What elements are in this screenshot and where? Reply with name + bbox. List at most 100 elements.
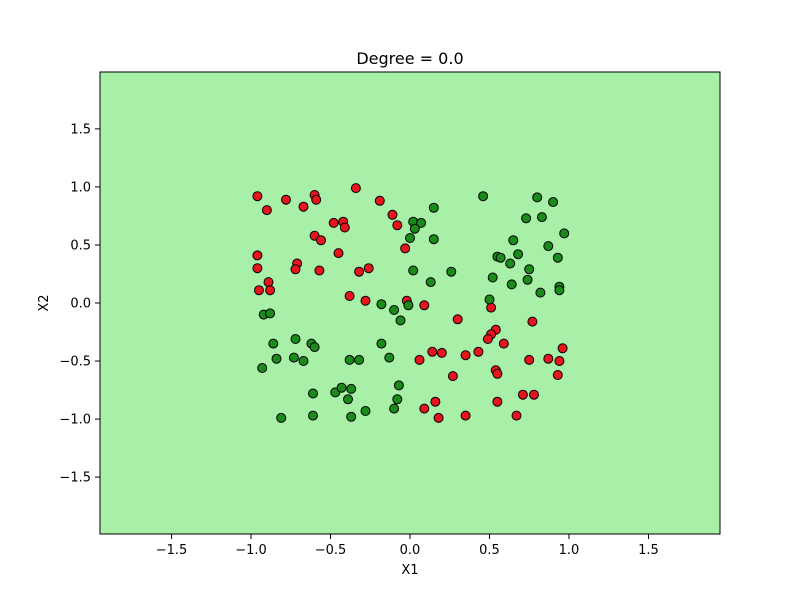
- data-point-series-2-36: [265, 308, 276, 319]
- data-point-series-1-43: [436, 347, 447, 358]
- y-tick-label: −1.5: [59, 471, 91, 486]
- data-point-series-2-2: [532, 192, 543, 203]
- x-tick-label: −1.5: [156, 543, 188, 558]
- y-axis: −1.5 −1.0 −0.5 0.0 0.5 1.0 1.5: [59, 122, 100, 486]
- data-point-series-2-43: [288, 352, 299, 363]
- data-point-series-2-46: [354, 354, 365, 365]
- data-point-series-2-19: [505, 258, 516, 269]
- data-point-series-2-4: [428, 202, 439, 213]
- data-point-series-1-3: [281, 194, 291, 205]
- data-point-series-1-40: [473, 346, 484, 357]
- data-point-series-2-8: [416, 217, 427, 228]
- data-point-series-1-27: [265, 285, 276, 296]
- data-point-series-2-44: [298, 356, 309, 366]
- data-point-series-1-6: [311, 194, 322, 205]
- data-point-series-1-15: [316, 235, 326, 246]
- data-point-series-2-24: [522, 274, 533, 285]
- data-point-series-1-26: [254, 285, 264, 296]
- data-point-series-2-23: [487, 272, 498, 283]
- data-point-series-2-5: [521, 213, 532, 224]
- data-point-series-2-14: [543, 241, 554, 252]
- data-point-series-1-2: [261, 205, 272, 216]
- data-point-series-1-57: [460, 410, 471, 421]
- chart-title: Degree = 0.0: [356, 49, 463, 68]
- data-point-series-1-8: [374, 195, 385, 206]
- data-point-series-2-54: [393, 380, 404, 391]
- x-axis-label: X1: [401, 563, 418, 578]
- data-point-series-2-13: [508, 235, 519, 246]
- data-point-series-2-34: [395, 315, 406, 326]
- data-point-series-2-40: [309, 342, 320, 353]
- y-tick-label: 1.0: [70, 180, 91, 195]
- data-point-series-2-9: [409, 223, 420, 234]
- y-axis-label: X2: [37, 294, 52, 311]
- data-point-series-1-50: [447, 371, 458, 382]
- data-point-series-1-58: [511, 410, 522, 421]
- data-point-series-2-10: [405, 233, 415, 243]
- data-point-series-2-3: [548, 197, 559, 207]
- data-point-series-2-38: [290, 334, 301, 344]
- data-point-series-2-58: [346, 411, 357, 422]
- data-point-series-2-37: [268, 338, 279, 349]
- data-point-series-2-42: [271, 353, 282, 364]
- data-point-series-1-22: [314, 265, 325, 276]
- data-point-series-1-19: [252, 263, 263, 274]
- data-point-series-1-52: [517, 389, 528, 400]
- data-point-series-2-59: [308, 410, 318, 421]
- data-point-series-1-46: [543, 353, 554, 364]
- x-tick-label: 1.0: [559, 543, 580, 558]
- data-point-series-1-23: [354, 266, 365, 277]
- data-point-series-1-53: [529, 389, 539, 400]
- data-point-series-2-52: [346, 383, 357, 394]
- data-point-series-1-55: [430, 396, 441, 407]
- data-point-series-1-18: [252, 250, 263, 261]
- data-point-series-2-30: [484, 294, 495, 305]
- data-point-series-2-6: [536, 212, 547, 223]
- data-point-series-2-32: [376, 299, 387, 310]
- data-point-series-2-56: [389, 403, 400, 414]
- data-point-series-2-26: [506, 279, 517, 290]
- data-point-series-2-31: [403, 300, 414, 311]
- data-point-series-2-55: [392, 394, 403, 405]
- data-point-series-2-57: [360, 406, 371, 416]
- data-point-series-1-34: [527, 316, 538, 327]
- x-axis: −1.5 −1.0 −0.5 0.0 0.5 1.0 1.5: [156, 534, 659, 558]
- data-point-series-2-51: [336, 382, 347, 393]
- data-point-series-1-32: [452, 314, 463, 325]
- data-point-series-2-22: [446, 266, 457, 277]
- y-tick-label: 0.5: [70, 238, 91, 253]
- x-tick-label: 0.5: [479, 543, 500, 558]
- data-point-series-2-33: [389, 305, 400, 315]
- data-point-series-1-31: [419, 300, 430, 311]
- data-point-series-1-51: [552, 370, 563, 380]
- x-tick-label: 1.5: [638, 543, 659, 558]
- data-point-series-2-1: [478, 191, 489, 202]
- y-tick-label: −0.5: [59, 355, 91, 370]
- data-point-series-2-25: [425, 277, 436, 288]
- data-point-series-1-49: [492, 368, 503, 379]
- data-point-series-2-49: [308, 388, 318, 399]
- data-point-series-1-21: [290, 264, 301, 275]
- data-point-series-2-47: [384, 352, 395, 363]
- data-point-series-1-1: [252, 191, 263, 202]
- data-point-series-1-44: [414, 354, 425, 365]
- data-point-series-1-28: [344, 291, 355, 301]
- data-point-series-1-25: [263, 277, 274, 288]
- data-point-series-1-13: [392, 220, 403, 231]
- data-point-series-2-60: [276, 412, 287, 423]
- data-point-series-1-33: [486, 302, 497, 313]
- data-point-series-1-17: [400, 243, 411, 254]
- data-point-series-2-20: [524, 264, 535, 275]
- data-point-series-2-17: [513, 249, 524, 260]
- data-point-series-1-9: [328, 217, 339, 228]
- y-tick-label: 0.0: [70, 297, 91, 312]
- x-tick-label: −0.5: [315, 543, 347, 558]
- data-point-series-2-28: [554, 285, 565, 296]
- data-point-series-1-24: [363, 263, 374, 274]
- data-point-series-1-4: [298, 201, 309, 212]
- x-tick-label: 0.0: [400, 543, 421, 558]
- data-point-series-2-21: [408, 265, 419, 276]
- data-point-series-1-11: [339, 222, 350, 233]
- y-tick-label: 1.5: [70, 122, 91, 137]
